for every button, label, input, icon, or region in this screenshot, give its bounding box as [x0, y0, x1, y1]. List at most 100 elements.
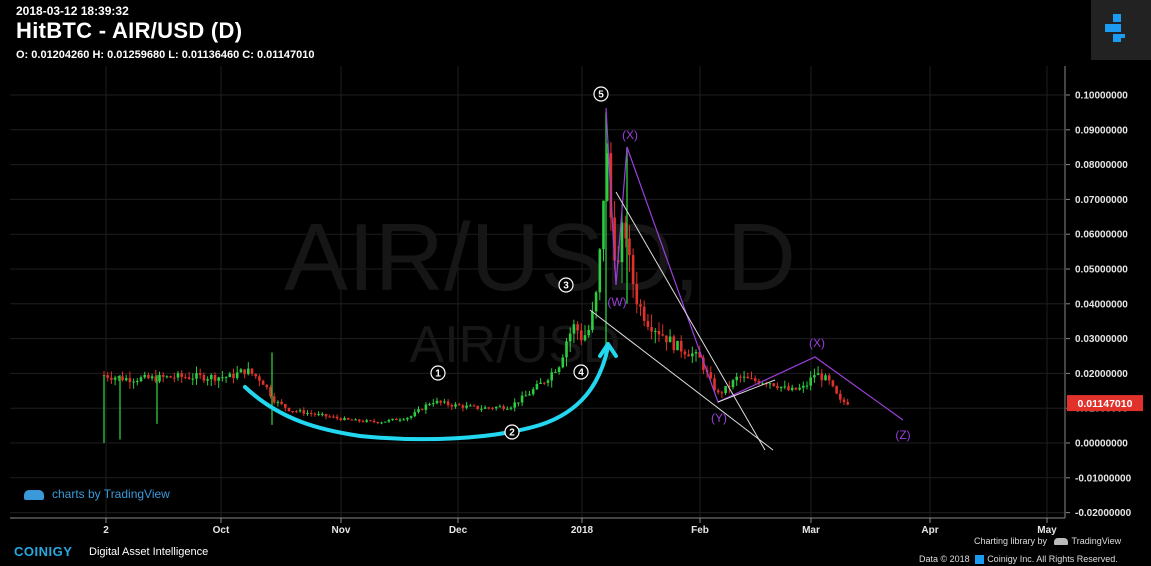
- candle-body: [136, 381, 139, 383]
- candle-body: [787, 386, 790, 391]
- candle-body: [365, 420, 368, 422]
- candle-body: [383, 421, 387, 423]
- candle-body: [465, 405, 468, 408]
- candle-body: [827, 375, 831, 381]
- candle-body: [668, 336, 672, 343]
- candle-body: [295, 411, 298, 413]
- copyright: Data © 2018 Coinigy Inc. All Rights Rese…: [919, 554, 1118, 565]
- candle-body: [587, 329, 590, 336]
- candle-body: [272, 396, 276, 403]
- candle-body: [165, 376, 169, 378]
- candle-body: [820, 373, 824, 381]
- candle-body: [605, 153, 609, 201]
- candle-body: [846, 402, 849, 405]
- correction-label: (W): [607, 295, 626, 309]
- wave-label-3: 3: [563, 281, 569, 292]
- candle-body: [728, 386, 731, 388]
- candle-body: [561, 357, 565, 368]
- coinigy-logo[interactable]: [1091, 0, 1151, 60]
- wave-label-5: 5: [598, 90, 604, 101]
- candle-body: [646, 320, 650, 328]
- x-tick-label: Mar: [802, 525, 820, 536]
- candle-body: [628, 238, 631, 256]
- candle-body: [173, 377, 176, 379]
- candle-body: [380, 422, 383, 424]
- candle-body: [343, 418, 346, 421]
- candle-body: [543, 382, 546, 384]
- candle-body: [117, 376, 121, 378]
- wave-label-circle: [573, 364, 589, 380]
- candle-body: [261, 380, 265, 385]
- candle-body: [739, 376, 742, 378]
- candle-body: [580, 330, 583, 341]
- candle-body: [639, 304, 642, 307]
- correction-label: (Z): [895, 428, 910, 442]
- candle-body: [258, 376, 261, 381]
- candle-body: [779, 386, 783, 389]
- candle-body: [210, 374, 213, 380]
- candle-body: [824, 375, 827, 381]
- candle-body: [594, 292, 598, 312]
- candle-body: [790, 387, 794, 391]
- trend-line-upper: [615, 191, 766, 451]
- candle-body: [180, 373, 183, 377]
- candle-body: [683, 351, 687, 355]
- candle-body: [494, 406, 498, 409]
- correction-label: (X): [809, 336, 825, 350]
- y-tick-label: 0.10000000: [1075, 91, 1128, 102]
- y-tick-label: 0.09000000: [1075, 125, 1128, 136]
- candle-body: [631, 255, 635, 285]
- tradingview-icon: [1053, 538, 1068, 546]
- candle-body: [184, 376, 187, 378]
- candle-body: [128, 378, 132, 383]
- grid: [10, 66, 1065, 518]
- candle-body: [346, 418, 350, 420]
- last-price-tag: [1067, 395, 1143, 412]
- candle-body: [650, 327, 653, 332]
- x-tick-label: 2018: [571, 525, 594, 536]
- candle-body: [694, 352, 698, 354]
- tradingview-link[interactable]: charts by TradingView: [24, 487, 170, 501]
- candle-body: [332, 416, 335, 418]
- y-tick-label: 0.00000000: [1075, 439, 1128, 450]
- candle-body: [132, 381, 135, 383]
- candle-body: [509, 407, 513, 409]
- copyright-text: Coinigy Inc. All Rights Reserved.: [987, 554, 1118, 564]
- charting-library-credit[interactable]: Charting library by TradingView: [974, 536, 1121, 546]
- candle-body: [709, 372, 713, 379]
- candle-body: [583, 335, 587, 341]
- candle-body: [369, 420, 372, 422]
- y-tick-label: 0.07000000: [1075, 195, 1128, 206]
- candle-body: [454, 404, 457, 407]
- copyright-year: Data © 2018: [919, 554, 970, 564]
- candle-body: [191, 378, 195, 380]
- candle-body: [565, 341, 568, 358]
- charting-library-label: Charting library by: [974, 536, 1048, 546]
- candle-body: [461, 405, 465, 408]
- logo-square: [1113, 14, 1121, 22]
- candle-body: [143, 374, 146, 378]
- candle-body: [328, 416, 331, 418]
- candle-body: [217, 377, 220, 381]
- candle-body: [657, 331, 661, 335]
- candle-body: [113, 377, 117, 380]
- wave-correction-line: [605, 107, 904, 421]
- candle-body: [139, 377, 143, 382]
- x-tick-label: Nov: [332, 525, 351, 536]
- x-tick-label: Feb: [691, 525, 709, 536]
- coinigy-brand[interactable]: COINIGY: [14, 544, 73, 559]
- candle-body: [483, 407, 487, 409]
- wave-label-circle: [593, 86, 609, 102]
- candle-body: [243, 369, 246, 375]
- logo-square: [1121, 34, 1125, 38]
- correction-label: (Y): [711, 411, 727, 425]
- candle-body: [391, 418, 394, 420]
- candle-body: [713, 378, 716, 391]
- candle-body: [520, 395, 524, 403]
- candle-body: [731, 380, 735, 388]
- charting-library-brand: TradingView: [1071, 536, 1122, 546]
- logo-square: [1113, 34, 1121, 42]
- candle-body: [476, 405, 479, 410]
- candle-body: [480, 408, 483, 410]
